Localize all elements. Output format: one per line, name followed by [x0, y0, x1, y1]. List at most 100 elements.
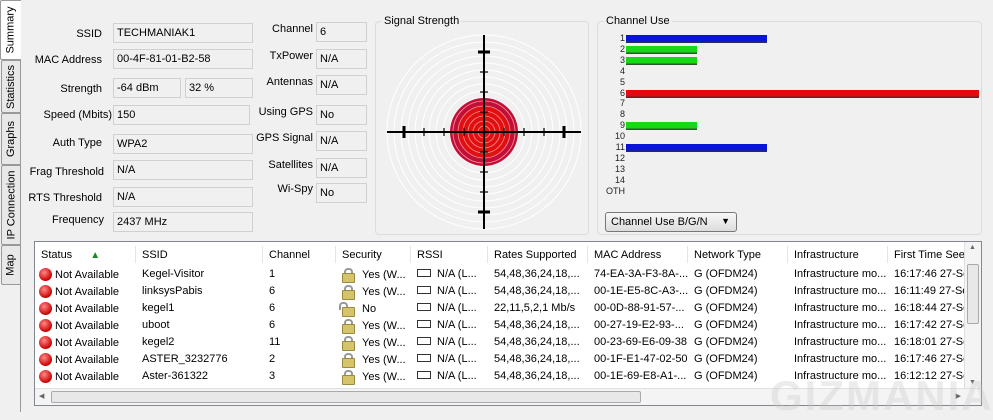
channel-label-11: 11 [615, 142, 625, 152]
scroll-up-icon[interactable]: ▲ [969, 244, 976, 251]
column-header-rates-supported[interactable]: Rates Supported [488, 246, 588, 263]
cell-security: Yes (W... [336, 334, 411, 351]
cell-infrastructure: Infrastructure mo... [794, 302, 887, 314]
channel-label-3: 3 [619, 54, 625, 65]
frag-label: Frag Threshold [29, 166, 104, 178]
cell-ssid: kegel1 [142, 302, 175, 314]
cell-status: Not Available [35, 266, 136, 283]
column-header-ssid[interactable]: SSID [136, 246, 263, 263]
cell-status: Not Available [35, 368, 136, 385]
rts-field: N/A [113, 187, 253, 207]
table-row[interactable]: Not Available Kegel-Visitor 1 Yes (W... N/A … [35, 266, 968, 283]
horizontal-scroll-thumb[interactable] [51, 391, 641, 403]
cell-rates-supported: 54,48,36,24,18,... [494, 268, 580, 280]
strength-dbm-field: -64 dBm [113, 78, 181, 98]
cell-first-time-seen: 16:11:49 27-Se [894, 285, 968, 297]
channel-bar-11 [626, 144, 768, 152]
channel-field: 6 [316, 22, 367, 42]
channel-use-select[interactable]: Channel Use B/G/N ▼ [605, 212, 737, 232]
vertical-scrollbar[interactable]: ▲ ▼ [964, 242, 981, 388]
scroll-left-icon[interactable]: ◀ [39, 393, 45, 400]
cell-ssid: linksysPabis [142, 285, 203, 297]
column-header-network-type[interactable]: Network Type [688, 246, 788, 263]
status-red-icon [39, 285, 52, 298]
gps-signal-field: N/A [316, 131, 367, 151]
frequency-label: Frequency [52, 214, 104, 226]
cell-channel: 6 [269, 302, 276, 314]
channel-bar-1 [626, 35, 768, 43]
signal-strength-title: Signal Strength [382, 15, 462, 27]
ssid-field: TECHMANIAK1 [113, 23, 253, 43]
rts-label: RTS Threshold [28, 192, 102, 204]
cell-mac-address: 00-1F-E1-47-02-50 [594, 353, 688, 365]
table-row[interactable]: Not Available uboot 6 Yes (W... N/A (L... 54,… [35, 317, 968, 334]
channel-label-OTH: OTH [606, 185, 625, 196]
cell-rssi: N/A (L... [411, 317, 488, 334]
speed-label: Speed (Mbits) [43, 109, 112, 121]
sort-ascending-icon: ▲ [90, 250, 101, 261]
cell-channel: 1 [269, 268, 276, 280]
column-header-first-time-seen[interactable]: First Time Seen [888, 246, 968, 263]
column-header-mac-address[interactable]: MAC Address [588, 246, 688, 263]
cell-ssid: uboot [142, 319, 170, 331]
table-row[interactable]: Not Available kegel1 6 No N/A (L... 22,11,5,2… [35, 300, 968, 317]
signal-bar-icon [417, 269, 431, 277]
cell-mac-address: 00-1E-E5-8C-A3-... [594, 285, 688, 297]
column-header-channel[interactable]: Channel [263, 246, 336, 263]
wispy-label: Wi-Spy [277, 183, 313, 195]
tab-graphs[interactable]: Graphs [1, 113, 20, 165]
status-red-icon [39, 370, 52, 383]
status-red-icon [39, 268, 52, 281]
cell-mac-address: 00-1E-69-E8-A1-... [594, 370, 687, 382]
cell-network-type: G (OFDM24) [694, 370, 758, 382]
cell-security: Yes (W... [336, 368, 411, 385]
speed-field: 150 [113, 105, 250, 125]
auth-label: Auth Type [52, 137, 102, 149]
channel-label-7: 7 [619, 98, 625, 109]
tab-summary[interactable]: Summary [0, 0, 21, 60]
scroll-right-icon[interactable]: ▶ [955, 393, 961, 400]
cell-ssid: kegel2 [142, 336, 175, 348]
column-header-security[interactable]: Security [336, 246, 411, 263]
cell-network-type: G (OFDM24) [694, 336, 758, 348]
channel-label-13: 13 [614, 163, 625, 174]
channel-label-8: 8 [619, 109, 625, 120]
horizontal-scrollbar[interactable]: ◀ ▶ [35, 388, 981, 405]
scroll-down-icon[interactable]: ▼ [969, 379, 976, 386]
cell-network-type: G (OFDM24) [694, 353, 758, 365]
mac-label: MAC Address [34, 54, 102, 66]
cell-rssi: N/A (L... [411, 334, 488, 351]
table-row[interactable]: Not Available kegel2 11 Yes (W... N/A (L... 5… [35, 334, 968, 351]
tab-ip-connection[interactable]: IP Connection [1, 165, 20, 245]
column-header-status[interactable]: Status ▲ [35, 246, 136, 263]
cell-ssid: Aster-361322 [142, 370, 209, 382]
frag-field: N/A [113, 160, 253, 180]
using-gps-label: Using GPS [258, 106, 313, 118]
table-row[interactable]: Not Available Aster-361322 3 Yes (W... N/A (… [35, 368, 968, 385]
cell-first-time-seen: 16:12:12 27-Se [894, 370, 968, 382]
frequency-field: 2437 MHz [113, 212, 253, 232]
cell-status: Not Available [35, 300, 136, 317]
cell-channel: 3 [269, 370, 276, 382]
antennas-label: Antennas [266, 76, 313, 88]
vertical-tab-bar: Summary Statistics Graphs IP Connection … [0, 0, 21, 412]
signal-target [386, 34, 582, 230]
tab-map[interactable]: Map [1, 245, 20, 285]
table-row[interactable]: Not Available ASTER_3232776 2 Yes (W... N/A … [35, 351, 968, 368]
cell-mac-address: 00-27-19-E2-93-... [594, 319, 684, 331]
unlocked-icon [339, 302, 355, 317]
signal-strength-panel: Signal Strength [375, 15, 589, 235]
tab-statistics[interactable]: Statistics [1, 60, 20, 113]
column-header-infrastructure[interactable]: Infrastructure [788, 246, 888, 263]
column-header-rssi[interactable]: RSSI [411, 246, 488, 263]
table-row[interactable]: Not Available linksysPabis 6 Yes (W... N/A (… [35, 283, 968, 300]
vertical-scroll-thumb[interactable] [967, 264, 979, 324]
channel-label-14: 14 [614, 174, 625, 185]
cell-security: Yes (W... [336, 283, 411, 300]
cell-first-time-seen: 16:17:46 27-Se [894, 268, 968, 280]
auth-field: WPA2 [113, 134, 253, 154]
cell-security: No [336, 300, 411, 317]
cell-first-time-seen: 16:17:42 27-Se [894, 319, 968, 331]
cell-rates-supported: 54,48,36,24,18,... [494, 370, 580, 382]
channel-label-9: 9 [619, 120, 625, 131]
